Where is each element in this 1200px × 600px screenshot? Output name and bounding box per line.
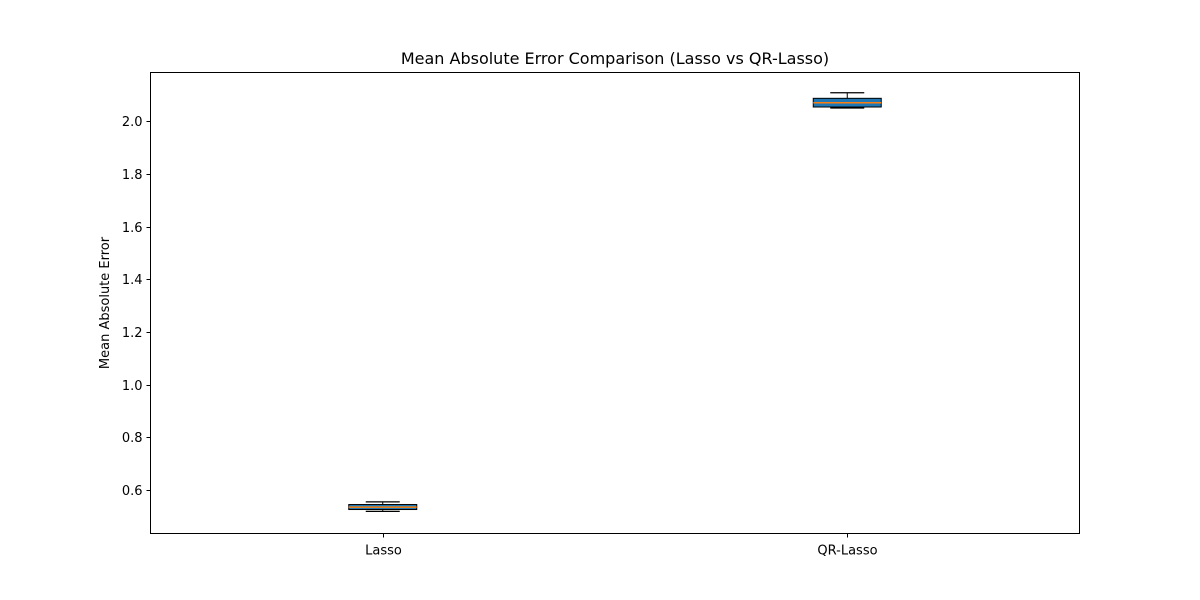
- y-tick-label: 1.8: [122, 168, 143, 183]
- y-tick-label: 1.6: [122, 221, 143, 236]
- y-tick-label: 1.4: [122, 273, 143, 288]
- y-tick-label: 0.8: [122, 431, 143, 446]
- y-axis-label: Mean Absolute Error: [98, 236, 113, 369]
- y-tick-label: 1.2: [122, 326, 143, 341]
- plot-area-frame: [150, 72, 1080, 534]
- x-tick-label: QR-Lasso: [817, 544, 877, 559]
- x-tick-label: Lasso: [365, 544, 402, 559]
- box-lasso: [348, 501, 418, 512]
- y-tick-label: 0.6: [122, 484, 143, 499]
- axis-ticks: 0.6 0.8 1.0 1.2 1.4 1.6 1.8 2.0 Lasso QR-Lasso: [122, 115, 878, 559]
- box-qr-lasso: [812, 92, 882, 109]
- y-tick-label: 2.0: [122, 115, 143, 130]
- y-tick-label: 1.0: [122, 379, 143, 394]
- chart-title: Mean Absolute Error Comparison (Lasso vs…: [401, 49, 829, 68]
- box-series: [348, 92, 882, 512]
